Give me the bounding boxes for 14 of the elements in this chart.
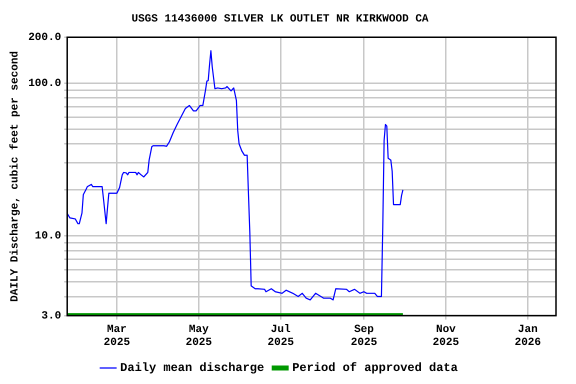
x-tick-label: Nov 2025 <box>432 324 460 350</box>
y-tick-label: 100.0 <box>28 78 62 90</box>
y-tick-label: 200.0 <box>28 32 62 44</box>
y-axis-title: DAILY Discharge, cubic feet per second <box>8 50 22 302</box>
legend-label: Period of approved data <box>292 361 458 376</box>
y-tick-label: 10.0 <box>34 230 62 243</box>
x-tick-label: Jan 2026 <box>514 324 542 350</box>
y-tick-label: 3.0 <box>41 310 62 322</box>
chart-title: USGS 11436000 SILVER LK OUTLET NR KIRKWOOD CA <box>131 13 429 26</box>
x-tick-label: May 2025 <box>186 324 212 350</box>
x-tick-label: Sep 2025 <box>350 324 378 350</box>
x-tick-label: Mar 2025 <box>104 324 130 350</box>
x-tick-label: Jul 2025 <box>268 324 294 350</box>
legend-label: Daily mean discharge <box>120 361 264 376</box>
